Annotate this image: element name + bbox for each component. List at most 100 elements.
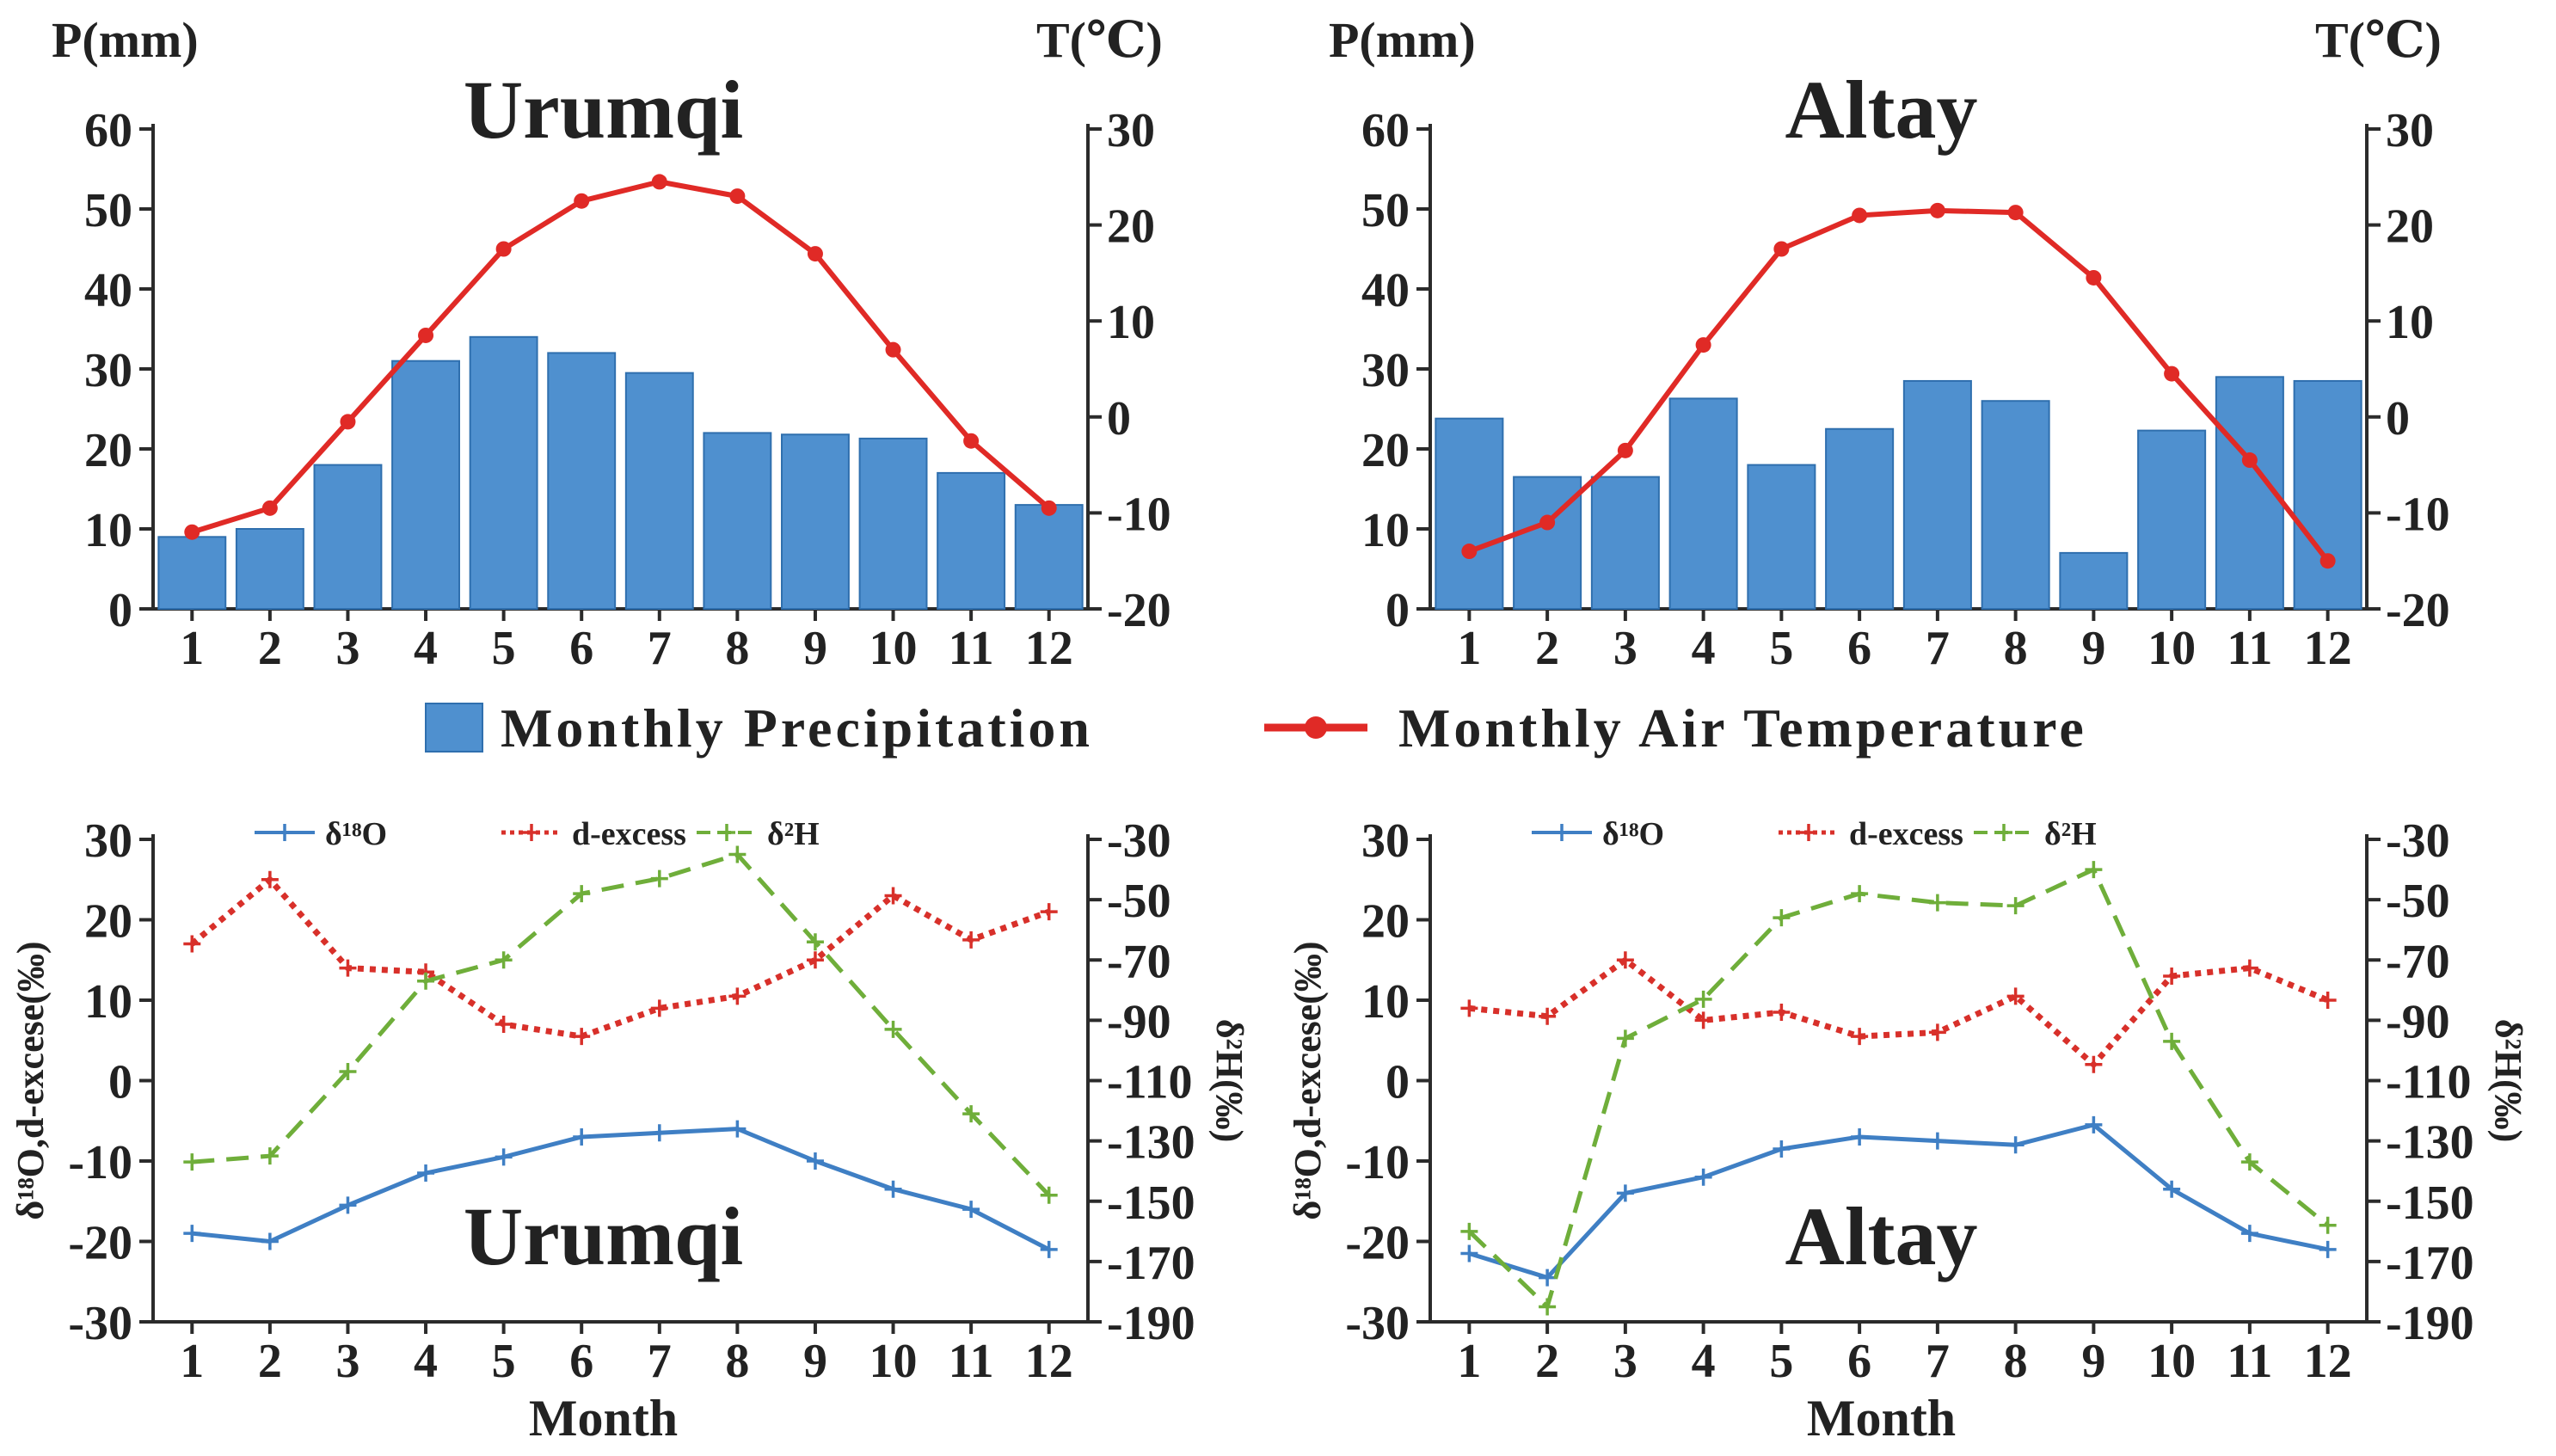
- urumqi-isotope-right-axis-title: δ²H(‰): [1208, 1019, 1250, 1143]
- altay-isotope-x-tick-label: 4: [1692, 1335, 1716, 1388]
- urumqi-isotope-dexcess-point: [884, 887, 902, 905]
- urumqi-isotope-d18o-point: [339, 1196, 357, 1214]
- urumqi-isotope-d2h-point: [806, 933, 824, 951]
- altay-climate-left-tick-label: 50: [1361, 184, 1410, 237]
- altay-isotope-d2h-point: [1694, 990, 1712, 1008]
- altay-isotope-d2h-point: [2240, 1153, 2258, 1171]
- altay-isotope-d18o-point: [2085, 1115, 2103, 1133]
- altay-isotope-left-tick-label: 30: [1361, 814, 1410, 868]
- altay-isotope-d2h-point: [1851, 885, 1869, 903]
- urumqi-isotope-right-tick-label: -150: [1107, 1176, 1195, 1230]
- altay-climate-precip-bar: [1435, 417, 1504, 610]
- altay-climate-precip-bar: [2293, 379, 2362, 610]
- altay-climate-precip-bar: [1668, 397, 1738, 610]
- urumqi-isotope-dexcess-point: [1040, 903, 1058, 921]
- altay-isotope-x-tick-label: 11: [2227, 1335, 2272, 1388]
- altay-climate-precip-bar: [1513, 476, 1582, 610]
- altay-isotope-d18o-point: [2319, 1240, 2337, 1258]
- altay-climate-right-tick-label: -20: [2386, 584, 2450, 637]
- legend-precip-swatch: [425, 703, 483, 753]
- altay-climate-precip-bar: [1590, 476, 1660, 610]
- altay-isotope-right-tick-label: -130: [2386, 1116, 2474, 1170]
- altay-isotope-x-tick-label: 8: [2004, 1335, 2028, 1388]
- altay-isotope-dexcess-point: [1460, 999, 1478, 1017]
- altay-isotope-x-tick-label: 12: [2304, 1335, 2352, 1388]
- urumqi-climate-right-tick-label: 0: [1107, 392, 1131, 445]
- altay-climate-temp-point: [2241, 452, 2258, 469]
- altay-isotope-d18o-point: [2163, 1180, 2181, 1198]
- urumqi-climate-temp-line: [191, 179, 1051, 535]
- altay-isotope-x-axis-title: Month: [1807, 1390, 1956, 1447]
- altay-climate-x-tick-label: 1: [1457, 622, 1481, 675]
- urumqi-isotope-left-tick-label: -20: [68, 1217, 132, 1270]
- altay-climate-x-tick-label: 12: [2304, 622, 2352, 675]
- urumqi-isotope-x-tick-label: 4: [414, 1335, 438, 1388]
- urumqi-climate-x-tick-label: 12: [1025, 622, 1073, 675]
- urumqi-climate-precip-bar: [391, 359, 460, 610]
- altay-climate-right-tick-label: 0: [2386, 392, 2410, 445]
- altay-isotope-right-tick-label: -190: [2386, 1297, 2474, 1350]
- urumqi-climate-left-tick-label: 50: [84, 184, 132, 237]
- urumqi-climate-x-tick-label: 3: [335, 622, 359, 675]
- chart-altay-isotopes: -30 -20 -10 0 10 20 30 -190 -170 -150 -130 -110 -90 -…: [1287, 814, 2529, 1447]
- altay-isotope-d2h-point: [1928, 894, 1946, 912]
- urumqi-climate-precip-bar: [937, 471, 1006, 611]
- altay-isotope-d2h-point: [1616, 1029, 1634, 1047]
- urumqi-climate-precip-bar: [624, 372, 694, 610]
- urumqi-isotope-right-tick-label: -30: [1107, 814, 1171, 868]
- altay-isotope-legend-label: d-excess: [1849, 816, 1963, 852]
- urumqi-isotope-d18o-point: [573, 1127, 591, 1146]
- altay-climate-x-tick-label: 4: [1692, 622, 1716, 675]
- urumqi-isotope-x-tick-label: 3: [335, 1335, 359, 1388]
- urumqi-isotope-d18o-point: [650, 1124, 668, 1142]
- urumqi-isotope-d2h-point: [1040, 1186, 1058, 1204]
- altay-climate-temp-point: [1929, 202, 1945, 218]
- urumqi-isotope-d18o-point: [962, 1201, 980, 1219]
- altay-isotope-right-tick-label: -50: [2386, 875, 2450, 928]
- altay-isotope-left-axis-title: δ¹⁸O,d-excese(‰): [1287, 941, 1329, 1219]
- urumqi-isotope-dexcess-point: [573, 1028, 591, 1046]
- altay-isotope-left-tick-label: 0: [1386, 1056, 1410, 1109]
- urumqi-isotope-left-tick-label: 20: [84, 895, 132, 949]
- urumqi-isotope-d18o-point: [1040, 1240, 1058, 1258]
- altay-isotope-d18o-point: [1694, 1168, 1712, 1186]
- urumqi-isotope-d2h-point: [728, 845, 747, 863]
- altay-isotope-left-tick-label: 20: [1361, 895, 1410, 949]
- altay-climate-x-tick-label: 6: [1847, 622, 1871, 675]
- altay-isotope-dexcess-point: [1694, 1011, 1712, 1029]
- urumqi-climate-left-tick-label: 0: [108, 584, 132, 637]
- altay-isotope-x-tick-label: 9: [2081, 1335, 2105, 1388]
- altay-climate-right-axis-title: T(℃): [2315, 12, 2442, 68]
- urumqi-climate-left-axis-title: P(mm): [52, 12, 199, 68]
- urumqi-climate-x-tick-label: 5: [492, 622, 516, 675]
- urumqi-isotope-dexcess-point: [183, 935, 201, 953]
- urumqi-climate-precip-bar: [157, 536, 227, 610]
- altay-isotope-d2h-line: [1467, 867, 2330, 1309]
- altay-climate-temp-line: [1468, 207, 2330, 563]
- altay-isotope-d2h-point: [2085, 861, 2103, 879]
- urumqi-climate-temp-point: [963, 433, 980, 449]
- urumqi-climate-precip-bar: [858, 437, 928, 610]
- altay-isotope-right-tick-label: -110: [2386, 1056, 2472, 1109]
- altay-climate-left-axis-title: P(mm): [1329, 12, 1476, 68]
- altay-isotope-dexcess-point: [1539, 1007, 1557, 1025]
- altay-isotope-d2h-point: [1773, 909, 1791, 927]
- urumqi-climate-temp-point: [1041, 500, 1057, 516]
- urumqi-climate-precip-bar: [703, 432, 772, 610]
- urumqi-isotope-d18o-point: [728, 1120, 747, 1138]
- urumqi-isotope-left-tick-label: 10: [84, 975, 132, 1029]
- urumqi-climate-x-tick-label: 9: [803, 622, 827, 675]
- urumqi-climate-temp-point: [885, 341, 901, 358]
- altay-isotope-d18o-point: [1539, 1269, 1557, 1287]
- altay-isotope-left-tick-label: -30: [1345, 1297, 1410, 1350]
- urumqi-isotope-dexcess-point: [339, 959, 357, 977]
- urumqi-climate-x-tick-label: 4: [414, 622, 438, 675]
- altay-climate-temp-point: [2164, 366, 2180, 382]
- altay-isotope-dexcess-point: [2240, 959, 2258, 977]
- urumqi-isotope-d18o-point: [183, 1225, 201, 1243]
- altay-climate-temp-point: [1617, 442, 1633, 458]
- urumqi-climate-x-tick-label: 1: [180, 622, 204, 675]
- altay-isotope-right-tick-label: -70: [2386, 935, 2450, 988]
